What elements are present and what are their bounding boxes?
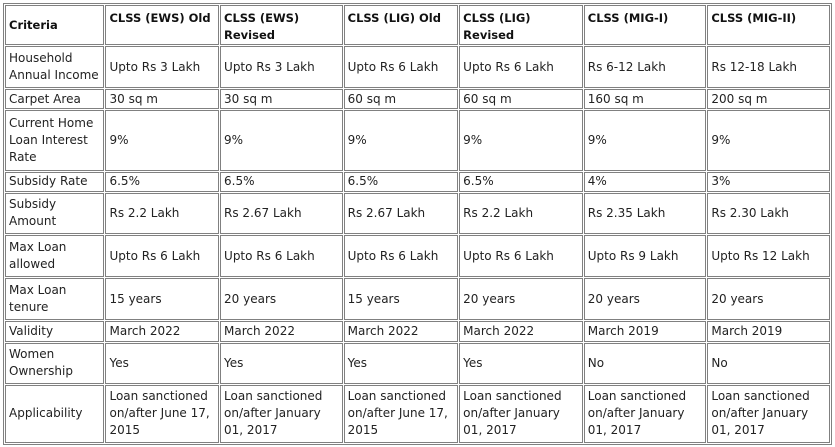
header-cell: CLSS (EWS) Old: [105, 5, 220, 45]
table-cell: 20 years: [220, 278, 343, 321]
table-cell: Rs 2.2 Lakh: [459, 192, 583, 234]
header-cell: CLSS (LIG) Old: [343, 5, 459, 45]
table-row: Women Ownership Yes Yes Yes Yes No No: [5, 342, 830, 384]
header-cell: CLSS (LIG) Revised: [459, 5, 583, 45]
table-cell: 15 years: [105, 278, 220, 321]
criteria-cell: Applicability: [5, 384, 105, 443]
table-row: Carpet Area 30 sq m 30 sq m 60 sq m 60 s…: [5, 89, 830, 110]
table-cell: 60 sq m: [459, 89, 583, 110]
table-cell: 9%: [583, 110, 707, 171]
table-cell: Loan sanctioned on/after January 01, 201…: [583, 384, 707, 443]
clss-comparison-table: Criteria CLSS (EWS) Old CLSS (EWS) Revis…: [3, 3, 832, 445]
table-cell: Upto Rs 9 Lakh: [583, 234, 707, 278]
table-cell: 20 years: [583, 278, 707, 321]
table-cell: Rs 2.67 Lakh: [220, 192, 343, 234]
header-cell: Criteria: [5, 5, 105, 45]
table-cell: Upto Rs 3 Lakh: [220, 46, 343, 89]
criteria-cell: Carpet Area: [5, 89, 105, 110]
table-cell: 6.5%: [220, 171, 343, 192]
table-cell: Yes: [105, 342, 220, 384]
table-cell: No: [583, 342, 707, 384]
table-cell: Yes: [343, 342, 459, 384]
criteria-cell: Women Ownership: [5, 342, 105, 384]
header-cell: CLSS (EWS) Revised: [220, 5, 343, 45]
table-cell: 9%: [707, 110, 830, 171]
header-cell: CLSS (MIG-I): [583, 5, 707, 45]
criteria-cell: Max Loan allowed: [5, 234, 105, 278]
table-cell: Rs 6-12 Lakh: [583, 46, 707, 89]
table-cell: Upto Rs 6 Lakh: [459, 46, 583, 89]
table-cell: Rs 12-18 Lakh: [707, 46, 830, 89]
table-cell: Rs 2.2 Lakh: [105, 192, 220, 234]
table-row: Applicability Loan sanctioned on/after J…: [5, 384, 830, 443]
table-cell: 200 sq m: [707, 89, 830, 110]
table-cell: 60 sq m: [343, 89, 459, 110]
table-cell: 30 sq m: [105, 89, 220, 110]
criteria-cell: Subsidy Amount: [5, 192, 105, 234]
table-cell: 15 years: [343, 278, 459, 321]
table-cell: 160 sq m: [583, 89, 707, 110]
table-cell: 9%: [459, 110, 583, 171]
table-cell: Upto Rs 6 Lakh: [459, 234, 583, 278]
table-row: Max Loan tenure 15 years 20 years 15 yea…: [5, 278, 830, 321]
table-cell: 6.5%: [459, 171, 583, 192]
table-cell: Upto Rs 6 Lakh: [343, 46, 459, 89]
table-cell: Yes: [220, 342, 343, 384]
table-cell: Upto Rs 6 Lakh: [220, 234, 343, 278]
table-row: Current Home Loan Interest Rate 9% 9% 9%…: [5, 110, 830, 171]
table-cell: 9%: [343, 110, 459, 171]
table-cell: 4%: [583, 171, 707, 192]
table-cell: March 2022: [220, 321, 343, 342]
table-cell: Upto Rs 6 Lakh: [105, 234, 220, 278]
criteria-cell: Subsidy Rate: [5, 171, 105, 192]
table-cell: Loan sanctioned on/after June 17, 2015: [343, 384, 459, 443]
table-cell: Rs 2.35 Lakh: [583, 192, 707, 234]
criteria-cell: Household Annual Income: [5, 46, 105, 89]
table-cell: Rs 2.67 Lakh: [343, 192, 459, 234]
table-cell: March 2022: [459, 321, 583, 342]
table-cell: Loan sanctioned on/after June 17, 2015: [105, 384, 220, 443]
table-row: Max Loan allowed Upto Rs 6 Lakh Upto Rs …: [5, 234, 830, 278]
header-cell: CLSS (MIG-II): [707, 5, 830, 45]
table-cell: 3%: [707, 171, 830, 192]
table-cell: March 2019: [707, 321, 830, 342]
table-row: Subsidy Amount Rs 2.2 Lakh Rs 2.67 Lakh …: [5, 192, 830, 234]
table-cell: Upto Rs 6 Lakh: [343, 234, 459, 278]
table-cell: 20 years: [459, 278, 583, 321]
table-cell: 9%: [105, 110, 220, 171]
table-cell: March 2019: [583, 321, 707, 342]
table-cell: Loan sanctioned on/after January 01, 201…: [220, 384, 343, 443]
table-cell: Rs 2.30 Lakh: [707, 192, 830, 234]
table-cell: 20 years: [707, 278, 830, 321]
table-row: Validity March 2022 March 2022 March 202…: [5, 321, 830, 342]
table-cell: 9%: [220, 110, 343, 171]
table-cell: 6.5%: [343, 171, 459, 192]
table-cell: Loan sanctioned on/after January 01, 201…: [459, 384, 583, 443]
criteria-cell: Current Home Loan Interest Rate: [5, 110, 105, 171]
table-cell: Loan sanctioned on/after January 01, 201…: [707, 384, 830, 443]
table-cell: Upto Rs 12 Lakh: [707, 234, 830, 278]
table-cell: March 2022: [343, 321, 459, 342]
table-cell: 30 sq m: [220, 89, 343, 110]
table-cell: No: [707, 342, 830, 384]
table-cell: Yes: [459, 342, 583, 384]
table-row: Subsidy Rate 6.5% 6.5% 6.5% 6.5% 4% 3%: [5, 171, 830, 192]
criteria-cell: Validity: [5, 321, 105, 342]
header-row: Criteria CLSS (EWS) Old CLSS (EWS) Revis…: [5, 5, 830, 45]
table-row: Household Annual Income Upto Rs 3 Lakh U…: [5, 46, 830, 89]
criteria-cell: Max Loan tenure: [5, 278, 105, 321]
table-cell: Upto Rs 3 Lakh: [105, 46, 220, 89]
table-cell: March 2022: [105, 321, 220, 342]
table-cell: 6.5%: [105, 171, 220, 192]
